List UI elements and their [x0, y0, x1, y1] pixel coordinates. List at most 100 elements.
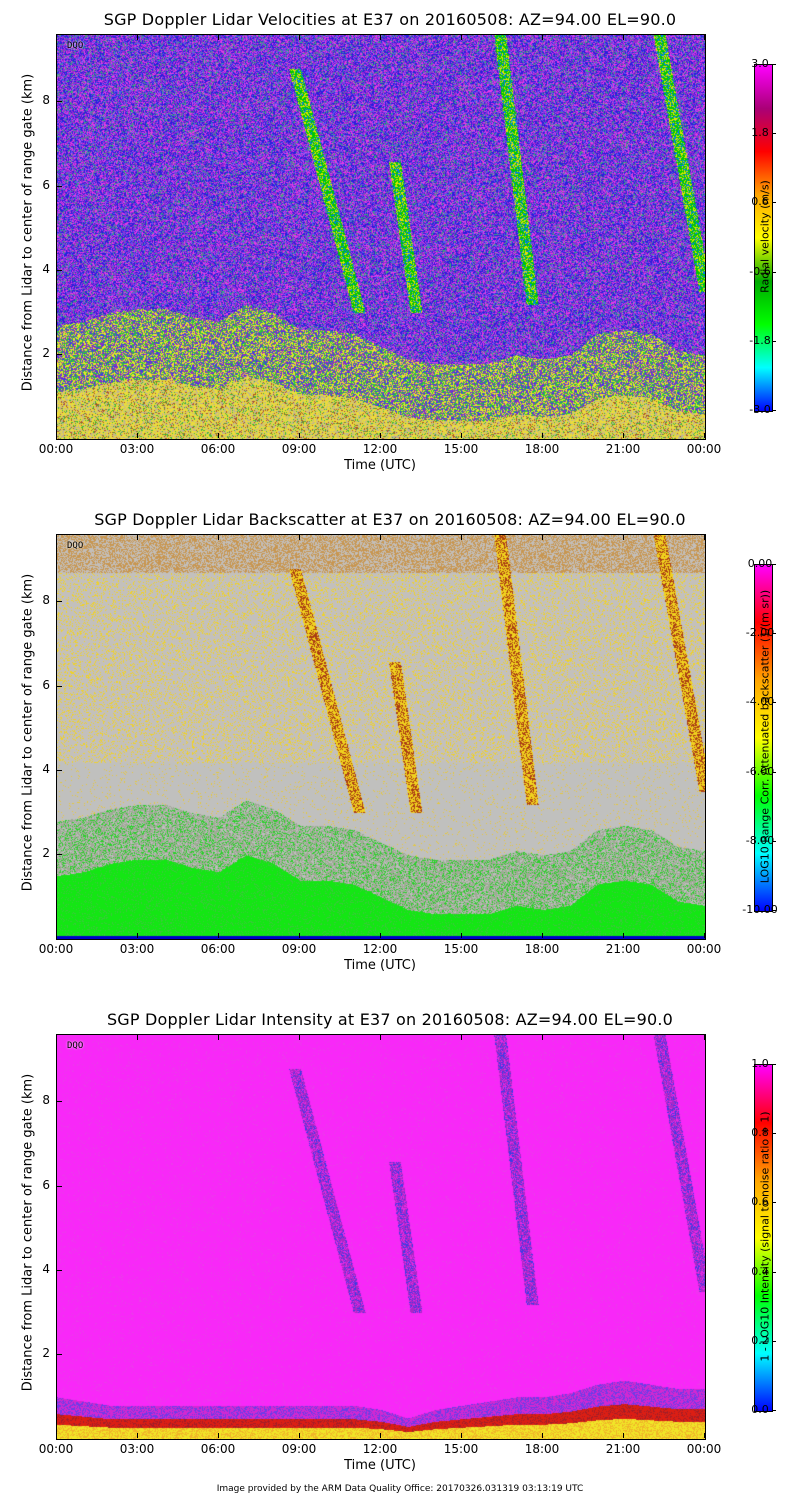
- colorbar-tick-label: 0.6: [751, 195, 769, 209]
- colorbar-tick-label: 1.8: [751, 126, 769, 140]
- x-tick-label: 00:00: [686, 942, 722, 956]
- colorbar-tick-mark: [772, 271, 776, 273]
- x-tick-label: 06:00: [200, 942, 236, 956]
- x-tick-mark: [56, 1433, 57, 1438]
- colorbar: [754, 1064, 773, 1412]
- x-tick-mark: [542, 933, 543, 938]
- plot-area: DQO: [56, 534, 706, 940]
- x-tick-mark: [542, 433, 543, 438]
- y-tick-label: 8: [42, 593, 50, 608]
- x-tick-mark: [56, 535, 57, 540]
- colorbar-tick-label: 0.0: [751, 1403, 769, 1416]
- y-tick-mark: [57, 1101, 62, 1103]
- colorbar-tick-label: -2.00: [745, 626, 775, 640]
- x-tick-label: 00:00: [686, 442, 722, 456]
- colorbar-tick-mark: [772, 410, 776, 411]
- x-tick-mark: [299, 433, 300, 438]
- y-tick-mark: [57, 269, 62, 271]
- x-tick-label: 00:00: [38, 942, 74, 956]
- x-tick-mark: [461, 535, 462, 540]
- x-tick-mark: [704, 1433, 705, 1438]
- x-tick-mark: [704, 535, 705, 540]
- colorbar-tick-mark: [772, 64, 776, 65]
- colorbar-tick-mark: [772, 340, 776, 342]
- velocity-heatmap: [57, 35, 705, 439]
- x-tick-label: 12:00: [362, 942, 398, 956]
- x-tick-mark: [542, 535, 543, 540]
- x-tick-label: 21:00: [605, 442, 641, 456]
- y-tick-label: 2: [42, 1345, 50, 1360]
- y-tick-label: 4: [42, 261, 50, 276]
- x-tick-mark: [623, 1035, 624, 1040]
- x-tick-label: 06:00: [200, 1442, 236, 1456]
- colorbar-tick-label: 0.8: [751, 1126, 769, 1140]
- x-tick-mark: [380, 933, 381, 938]
- colorbar-tick-mark: [772, 910, 776, 911]
- x-tick-mark: [704, 35, 705, 40]
- colorbar-tick-label: -3.0: [749, 403, 771, 416]
- x-tick-label: 21:00: [605, 942, 641, 956]
- x-tick-mark: [542, 35, 543, 40]
- x-tick-mark: [461, 1035, 462, 1040]
- x-tick-mark: [380, 1035, 381, 1040]
- colorbar-tick-mark: [772, 1133, 776, 1135]
- x-tick-label: 18:00: [524, 442, 560, 456]
- y-tick-mark: [57, 353, 62, 355]
- colorbar-tick-mark: [772, 1410, 776, 1411]
- x-tick-label: 09:00: [281, 442, 317, 456]
- x-axis-label: Time (UTC): [344, 458, 416, 473]
- y-tick-mark: [57, 853, 62, 855]
- colorbar-tick-mark: [772, 1271, 776, 1273]
- x-tick-mark: [218, 535, 219, 540]
- x-axis-label: Time (UTC): [344, 958, 416, 973]
- y-tick-label: 8: [42, 93, 50, 108]
- colorbar-tick-mark: [772, 702, 776, 704]
- colorbar-tick-mark: [772, 633, 776, 635]
- x-tick-label: 03:00: [119, 942, 155, 956]
- y-tick-mark: [57, 685, 62, 687]
- x-tick-mark: [623, 433, 624, 438]
- x-tick-mark: [218, 933, 219, 938]
- x-tick-label: 15:00: [443, 942, 479, 956]
- colorbar-tick-label: -6.00: [745, 764, 775, 778]
- colorbar-tick-label: 3.0: [751, 57, 769, 70]
- x-tick-label: 00:00: [686, 1442, 722, 1456]
- y-tick-label: 6: [42, 1177, 50, 1192]
- dqo-flag-label: DQO: [67, 41, 84, 51]
- x-tick-label: 12:00: [362, 1442, 398, 1456]
- colorbar-tick-label: -1.8: [749, 333, 771, 347]
- x-tick-mark: [218, 35, 219, 40]
- x-tick-mark: [137, 1035, 138, 1040]
- x-tick-label: 00:00: [38, 1442, 74, 1456]
- x-tick-mark: [704, 433, 705, 438]
- colorbar-tick-mark: [772, 771, 776, 773]
- chart-title: SGP Doppler Lidar Velocities at E37 on 2…: [103, 10, 677, 29]
- x-tick-mark: [623, 933, 624, 938]
- y-tick-label: 2: [42, 345, 50, 360]
- colorbar-tick-mark: [772, 133, 776, 135]
- x-tick-label: 06:00: [200, 442, 236, 456]
- y-tick-label: 2: [42, 845, 50, 860]
- x-tick-label: 21:00: [605, 1442, 641, 1456]
- x-axis-label: Time (UTC): [344, 1458, 416, 1473]
- x-tick-label: 00:00: [38, 442, 74, 456]
- x-tick-mark: [623, 1433, 624, 1438]
- x-tick-label: 12:00: [362, 442, 398, 456]
- dqo-flag-label: DQO: [67, 541, 84, 551]
- colorbar-label: Radial velocity (m/s): [758, 180, 772, 293]
- x-tick-mark: [299, 1433, 300, 1438]
- x-tick-mark: [380, 433, 381, 438]
- chart-title: SGP Doppler Lidar Backscatter at E37 on …: [94, 510, 686, 529]
- intensity-panel: SGP Doppler Lidar Intensity at E37 on 20…: [0, 1000, 800, 1490]
- x-tick-mark: [380, 535, 381, 540]
- x-tick-mark: [137, 1433, 138, 1438]
- colorbar-tick-label: 0.6: [751, 1195, 769, 1209]
- x-tick-mark: [542, 1035, 543, 1040]
- colorbar-tick-label: 0.2: [751, 1333, 769, 1347]
- y-tick-label: 6: [42, 677, 50, 692]
- x-tick-label: 15:00: [443, 1442, 479, 1456]
- x-tick-mark: [56, 35, 57, 40]
- x-tick-label: 18:00: [524, 942, 560, 956]
- colorbar-tick-label: -0.6: [749, 264, 771, 278]
- colorbar-tick-mark: [772, 1202, 776, 1204]
